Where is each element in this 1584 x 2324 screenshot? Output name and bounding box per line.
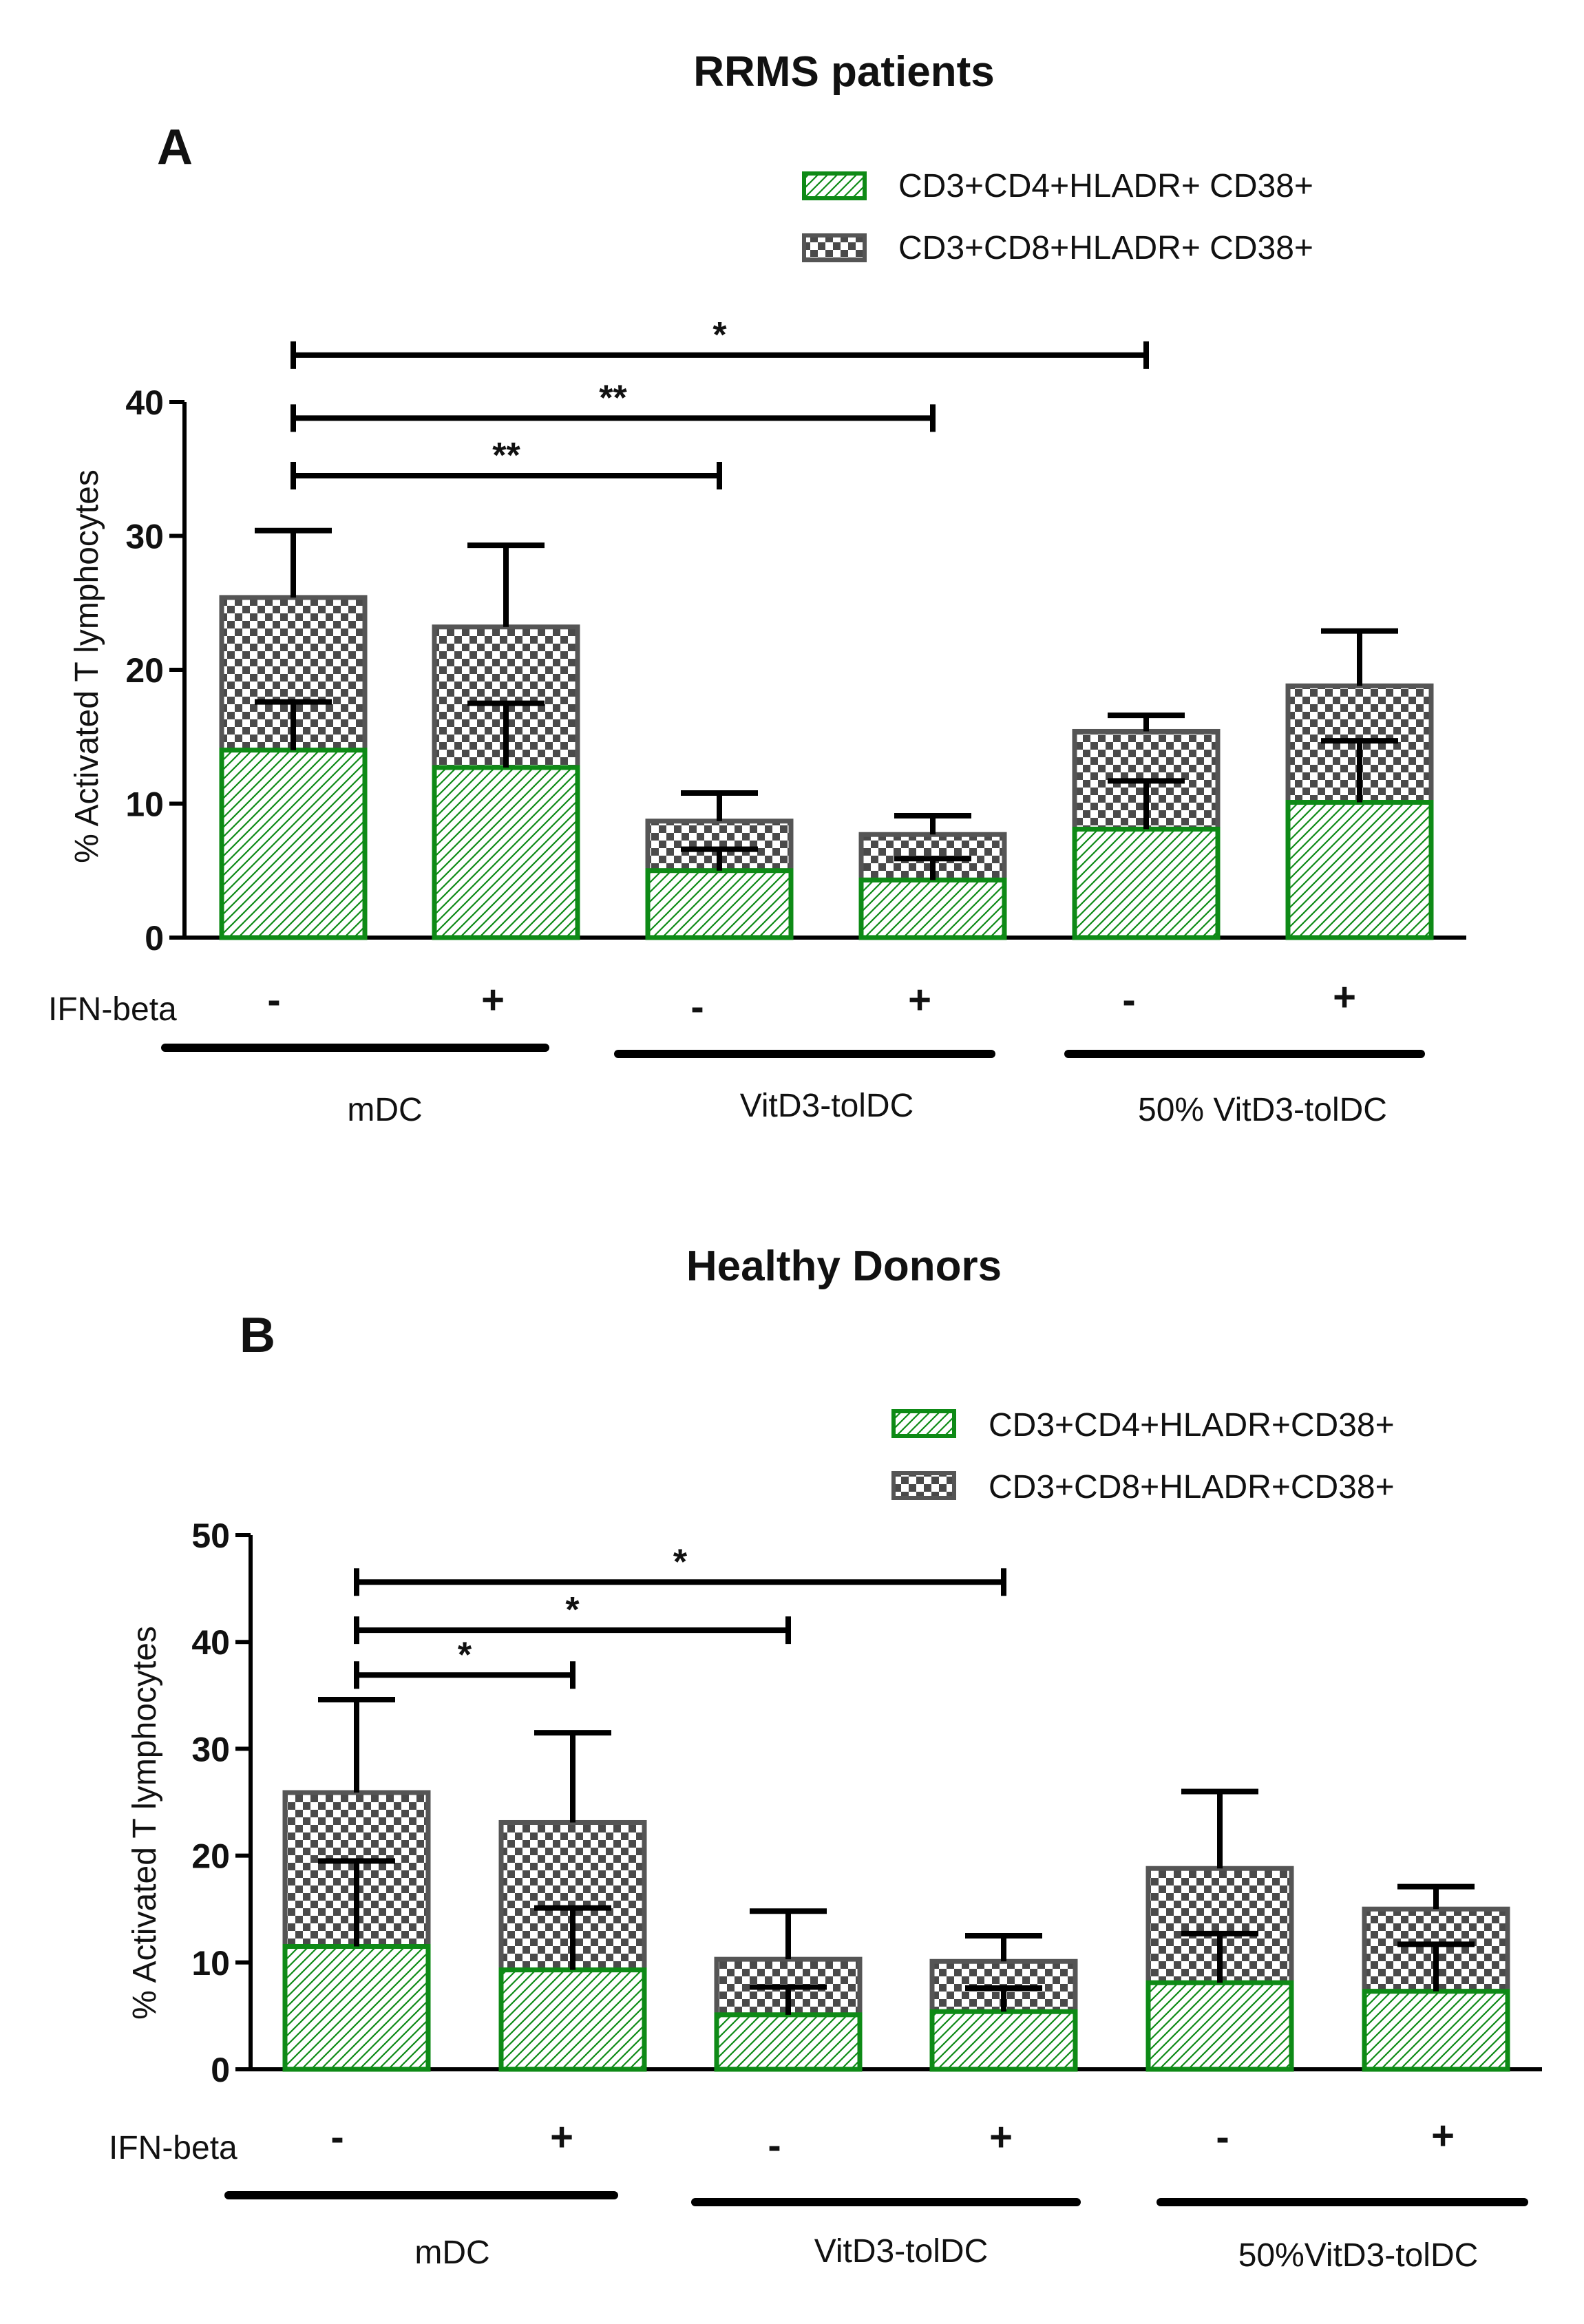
legend-a-swatch-cd8: [802, 233, 867, 262]
panel-a-treatment-label: IFN-beta: [48, 991, 177, 1028]
panel-a-ytick-label: 10: [125, 785, 164, 824]
panel-b-tick-bar-5: -: [1216, 2115, 1229, 2159]
panel-b-tick-bar-1: -: [330, 2115, 344, 2159]
panel-b-bar-cd4-6: [1362, 1989, 1510, 2072]
panel-a-bar-cd4-1: [219, 748, 368, 940]
legend-b-swatch-cd8: [891, 1471, 956, 1500]
panel-b-group-label-mdc: mDC: [414, 2235, 489, 2271]
legend-b-swatch-cd4: [891, 1409, 956, 1438]
legend-a-label-cd4: CD3+CD4+HLADR+ CD38+: [898, 168, 1313, 204]
panel-a-ytick-label: 20: [125, 651, 164, 690]
panel-a-ytick-label: 0: [145, 919, 164, 958]
panel-b-group-label-50vitd3: 50%VitD3-tolDC: [1238, 2237, 1479, 2274]
panel-b-tick-bar-2: +: [550, 2115, 573, 2159]
panel-b-title: Healthy Donors: [686, 1243, 1002, 1290]
panel-b: Healthy Donors B CD3+CD4+HLADR+CD38+ CD3…: [109, 1243, 1542, 2274]
panel-a-legend: CD3+CD4+HLADR+ CD38+ CD3+CD8+HLADR+ CD38…: [802, 168, 1313, 266]
panel-b-ytick-label: 30: [191, 1730, 230, 1768]
panel-b-ylabel: % Activated T lymphocytes: [127, 1626, 163, 2020]
panel-a-tick-bar-4: +: [908, 978, 931, 1022]
panel-a-tick-bar-1: -: [267, 978, 280, 1022]
panel-a-ylabel: % Activated T lymphocytes: [69, 469, 105, 863]
panel-b-ytick-label: 20: [191, 1837, 230, 1876]
panel-b-bar-cd4-5: [1145, 1980, 1294, 2072]
panel-b-tick-bar-6: +: [1431, 2113, 1455, 2158]
panel-a-tick-bar-6: +: [1333, 975, 1356, 1020]
panel-b-legend: CD3+CD4+HLADR+CD38+ CD3+CD8+HLADR+CD38+: [891, 1407, 1395, 1506]
panel-a: RRMS patients A CD3+CD4+HLADR+ CD38+ CD3…: [48, 48, 1466, 1128]
panel-a-sig-label-2: **: [599, 378, 627, 418]
panel-b-tick-bar-4: +: [989, 2115, 1013, 2159]
panel-a-group-label-vitd3: VitD3-tolDC: [740, 1088, 914, 1124]
panel-a-title: RRMS patients: [693, 48, 994, 96]
panel-b-ytick-label: 10: [191, 1944, 230, 1983]
panel-a-group-label-50vitd3: 50% VitD3-tolDC: [1138, 1092, 1387, 1128]
panel-a-group-label-mdc: mDC: [347, 1092, 422, 1128]
panel-b-ytick-label: 50: [191, 1517, 230, 1555]
panel-a-bar-cd4-4: [858, 877, 1007, 940]
panel-b-bar-cd4-3: [714, 2012, 863, 2072]
panel-a-tick-bar-2: +: [481, 978, 505, 1022]
panel-a-sig-label-1: *: [712, 315, 727, 355]
panel-b-ytick-label: 0: [211, 2051, 230, 2089]
panel-b-sig-label-2: *: [565, 1590, 580, 1630]
panel-a-tick-bar-5: -: [1122, 978, 1135, 1022]
legend-b-label-cd4: CD3+CD4+HLADR+CD38+: [989, 1407, 1395, 1444]
panel-a-bar-cd4-2: [432, 765, 580, 940]
panel-a-tick-bar-3: -: [690, 984, 704, 1029]
panel-a-sig-label-3: **: [492, 436, 520, 476]
panel-a-bar-cd4-6: [1285, 800, 1434, 940]
panel-a-ytick-label: 30: [125, 518, 164, 556]
panel-a-letter: A: [157, 120, 193, 175]
panel-b-bar-cd4-1: [282, 1944, 431, 2072]
panel-b-group-label-vitd3: VitD3-tolDC: [814, 2233, 989, 2270]
panel-a-bar-cd4-3: [645, 868, 794, 940]
panel-b-sig-label-3: *: [458, 1635, 472, 1675]
panel-b-bar-cd4-4: [929, 2009, 1078, 2072]
panel-b-plot: 0 10 20 30 40 50 * * *: [191, 1517, 1542, 2089]
panel-b-tick-bar-3: -: [768, 2123, 781, 2168]
legend-a-label-cd8: CD3+CD8+HLADR+ CD38+: [898, 230, 1313, 266]
panel-b-treatment-label: IFN-beta: [109, 2130, 237, 2166]
panel-a-bar-cd4-5: [1072, 826, 1221, 940]
legend-b-label-cd8: CD3+CD8+HLADR+CD38+: [989, 1469, 1395, 1506]
legend-a-swatch-cd4: [802, 171, 867, 200]
panel-b-letter: B: [240, 1308, 275, 1363]
panel-b-sig-label-1: *: [673, 1542, 688, 1582]
panel-a-ytick-label: 40: [125, 383, 164, 422]
panel-b-bar-cd4-2: [498, 1967, 647, 2072]
panel-b-ytick-label: 40: [191, 1623, 230, 1662]
